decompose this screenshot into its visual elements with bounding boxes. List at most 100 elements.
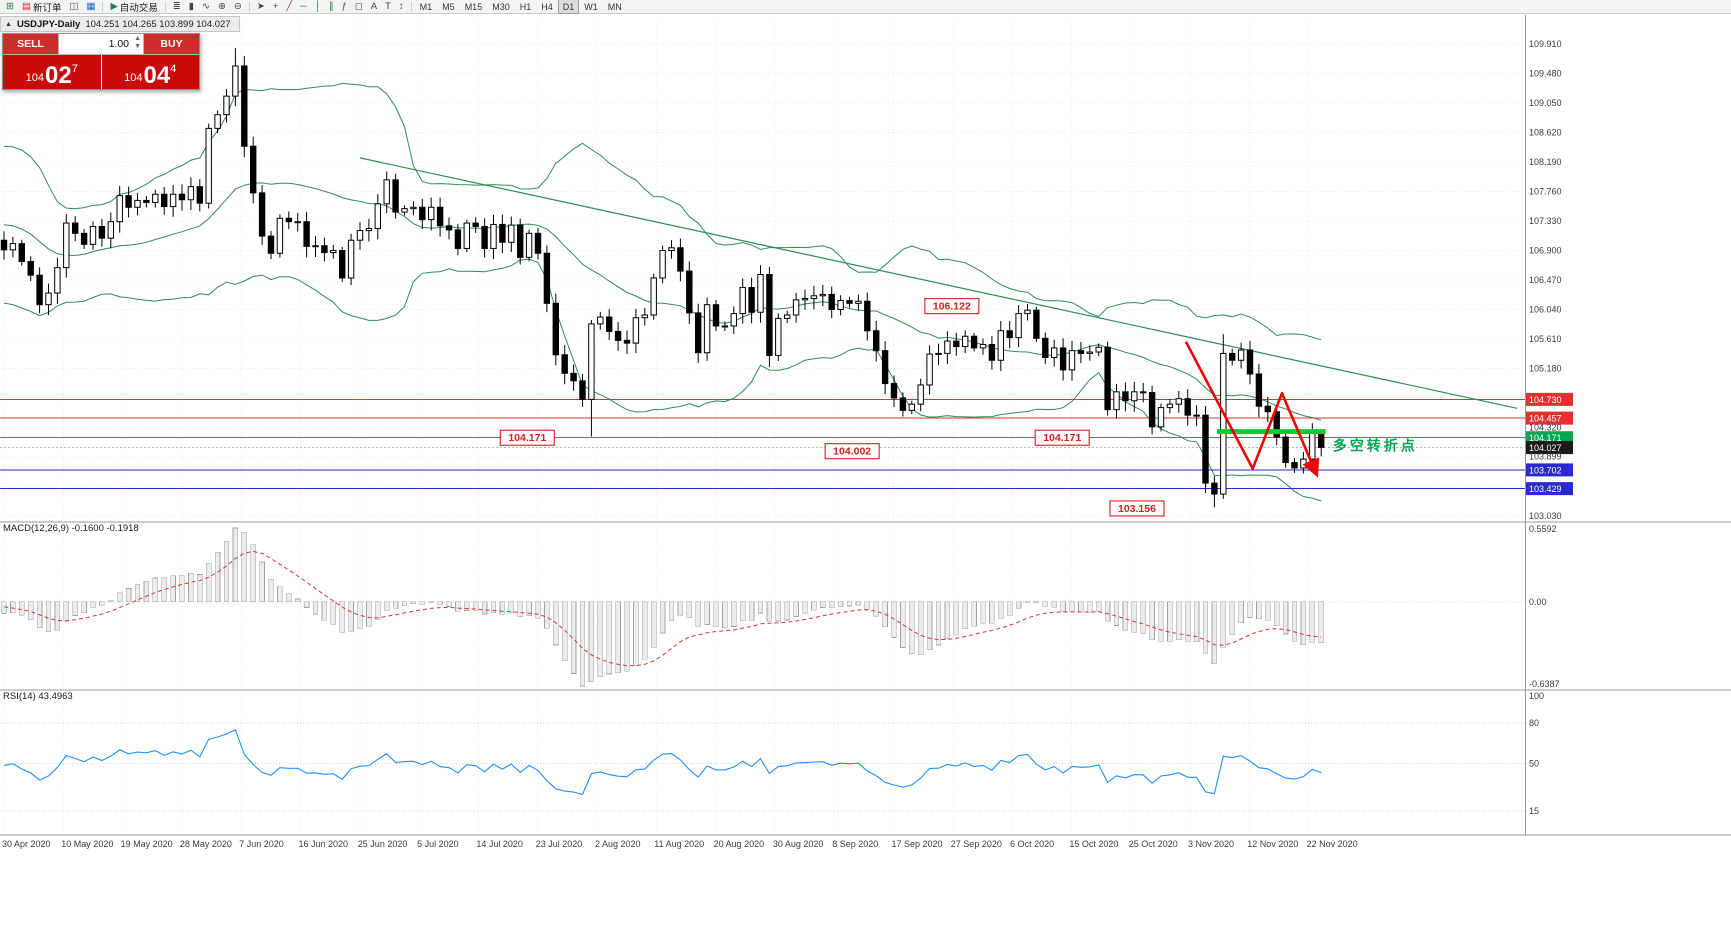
price-line-label-box bbox=[1526, 392, 1573, 406]
macd-scale-min: -0.6387 bbox=[1529, 679, 1560, 689]
date-axis-label: 28 May 2020 bbox=[180, 839, 232, 849]
volume-up-icon[interactable]: ▲ bbox=[134, 35, 141, 42]
timeframe-h1[interactable]: H1 bbox=[519, 1, 532, 12]
chart-canvas[interactable]: 0.5592 0.00 -0.6387 100 80 50 15 109.910 109.480… bbox=[0, 15, 1731, 944]
price-annotation-box[interactable] bbox=[824, 443, 880, 460]
new-order-glyph: ▤ bbox=[21, 0, 31, 12]
bollinger-bands bbox=[3, 82, 1322, 502]
volume-stepper[interactable]: 1.00 ▲ ▼ bbox=[58, 34, 144, 54]
volume-down-icon[interactable]: ▼ bbox=[134, 43, 141, 50]
grid bbox=[0, 18, 1525, 835]
rsi-scale-label: 80 bbox=[1529, 718, 1539, 728]
ask-price-tile[interactable]: 104 04 4 bbox=[100, 55, 199, 89]
price-line-label-box bbox=[1526, 482, 1573, 496]
chart-windows-icon-glyph: ◫ bbox=[69, 0, 79, 12]
timeframe-m5[interactable]: M5 bbox=[442, 1, 455, 12]
price-annotation-text: 103.156 bbox=[1118, 503, 1156, 515]
support-zone-bar[interactable] bbox=[1217, 429, 1326, 435]
date-axis-label: 27 Sep 2020 bbox=[951, 839, 1002, 849]
trade-controls-row: SELL 1.00 ▲ ▼ BUY bbox=[3, 34, 199, 55]
arrows-icon-glyph: ↕ bbox=[398, 0, 404, 12]
macd-scale-max: 0.5592 bbox=[1529, 524, 1557, 534]
crosshair-icon[interactable]: + bbox=[269, 0, 283, 14]
zoom-in-icon[interactable]: ⊕ bbox=[214, 0, 230, 14]
crosshair-icon-glyph: + bbox=[272, 0, 279, 12]
volume-spinner-arrows[interactable]: ▲ ▼ bbox=[134, 35, 141, 51]
descending-trendline[interactable] bbox=[359, 157, 1518, 409]
price-annotation-box[interactable] bbox=[499, 429, 555, 446]
timeframe-m15[interactable]: M15 bbox=[464, 1, 483, 12]
chart-windows-icon[interactable]: ◫ bbox=[65, 0, 82, 14]
rsi-value: 43.4963 bbox=[38, 691, 73, 702]
timeframe-m30[interactable]: M30 bbox=[492, 1, 510, 12]
price-annotation-box[interactable] bbox=[924, 297, 980, 315]
shapes-icon[interactable]: ◻ bbox=[351, 0, 367, 14]
chart-tab[interactable]: ▲ USDJPY-Daily 104.251 104.265 103.899 1… bbox=[0, 16, 240, 32]
chart-symbol-period: USDJPY-Daily bbox=[16, 18, 81, 30]
date-axis-label: 10 May 2020 bbox=[61, 839, 113, 849]
rsi-indicator-label: RSI(14) 43.4963 bbox=[3, 691, 73, 702]
text-icon[interactable]: A bbox=[367, 0, 381, 14]
price-line-label-box bbox=[1526, 441, 1573, 455]
new-order-button[interactable]: ▤ 新订单 bbox=[18, 0, 66, 14]
bar-chart-icon[interactable]: ≣ bbox=[169, 0, 185, 14]
turning-point-note[interactable]: 多空转折点 bbox=[1333, 438, 1418, 454]
trendline-icon[interactable]: ╱ bbox=[282, 0, 296, 14]
cursor-icon[interactable]: ➤ bbox=[253, 0, 269, 14]
timeframe-h4[interactable]: H4 bbox=[541, 1, 553, 12]
vertical-line-icon[interactable]: │ bbox=[311, 0, 325, 14]
date-axis-label: 30 Apr 2020 bbox=[2, 839, 51, 849]
buy-button[interactable]: BUY bbox=[144, 34, 199, 54]
market-watch-icon[interactable]: ▦ bbox=[82, 0, 99, 14]
candle-chart-icon[interactable]: ▮ bbox=[185, 0, 198, 14]
price-axis-label: 106.470 bbox=[1529, 275, 1562, 285]
price-axis-label: 106.900 bbox=[1529, 246, 1562, 256]
price-axis-label: 107.330 bbox=[1529, 216, 1562, 226]
rsi-scale-label: 50 bbox=[1529, 759, 1539, 769]
channel-icon[interactable]: ∥ bbox=[325, 0, 338, 14]
date-axis-label: 25 Oct 2020 bbox=[1129, 839, 1178, 849]
arrows-icon[interactable]: ↕ bbox=[395, 0, 408, 14]
macd-name: MACD(12,26,9) bbox=[3, 523, 69, 534]
timeframe-m1[interactable]: M1 bbox=[419, 1, 433, 12]
horizontal-line-icon[interactable]: ─ bbox=[296, 0, 311, 14]
cursor-icon-glyph: ➤ bbox=[256, 0, 265, 12]
line-chart-icon[interactable]: ∿ bbox=[198, 0, 214, 14]
date-axis-label: 20 Aug 2020 bbox=[714, 839, 765, 849]
price-axis-label: 106.040 bbox=[1529, 305, 1562, 315]
date-axis-label: 14 Jul 2020 bbox=[476, 839, 523, 849]
text-label-icon[interactable]: T bbox=[381, 0, 395, 14]
toolbar-separator bbox=[164, 1, 166, 12]
chart-ohlc-values: 104.251 104.265 103.899 104.027 bbox=[85, 18, 231, 30]
timeframe-d1[interactable]: D1 bbox=[557, 0, 580, 14]
rsi-scale-label: 15 bbox=[1529, 806, 1539, 816]
trendline-icon-glyph: ╱ bbox=[286, 0, 293, 12]
timeframe-w1[interactable]: W1 bbox=[584, 1, 598, 12]
bid-big-digits: 02 bbox=[45, 62, 72, 89]
new-chart-icon[interactable]: ⊞ bbox=[2, 0, 18, 14]
timeframe-mn[interactable]: MN bbox=[607, 1, 622, 12]
market-watch-icon-glyph: ▦ bbox=[86, 0, 96, 12]
date-axis-label: 23 Jul 2020 bbox=[536, 839, 583, 849]
new-chart-icon-glyph: ⊞ bbox=[6, 0, 14, 12]
price-annotation-box[interactable] bbox=[1109, 500, 1165, 517]
candle-chart-icon-glyph: ▮ bbox=[188, 0, 194, 12]
date-axis-label: 7 Jun 2020 bbox=[239, 839, 284, 849]
macd-indicator-label: MACD(12,26,9) -0.1600 -0.1918 bbox=[3, 523, 139, 534]
price-axis-label: 105.610 bbox=[1529, 334, 1562, 344]
trend-forecast-zigzag[interactable] bbox=[1184, 341, 1320, 478]
main-toolbar: ⊞ ▤ 新订单 ◫ ▦ ▶ 自动交易 ≣ ▮ ∿ ⊕ ⊖ ➤ + ╱ ─ │ ∥ ƒ ◻ A T ↕ M1 M5 M15 M30 H1… bbox=[0, 0, 1731, 14]
price-axis-label: 108.620 bbox=[1529, 128, 1562, 138]
price-annotation-box[interactable] bbox=[1034, 429, 1090, 446]
bid-price-tile[interactable]: 104 02 7 bbox=[3, 55, 101, 89]
sell-button[interactable]: SELL bbox=[3, 34, 58, 54]
fibonacci-icon[interactable]: ƒ bbox=[338, 0, 351, 14]
macd-histogram bbox=[1, 527, 1324, 687]
toolbar-separator bbox=[410, 1, 412, 12]
zoom-out-icon[interactable]: ⊖ bbox=[230, 0, 246, 14]
ask-prefix: 104 bbox=[124, 72, 143, 84]
date-axis-label: 12 Nov 2020 bbox=[1247, 839, 1298, 849]
auto-trading-button[interactable]: ▶ 自动交易 bbox=[106, 0, 161, 14]
date-axis-label: 16 Jun 2020 bbox=[299, 839, 349, 849]
bar-chart-icon-glyph: ≣ bbox=[172, 0, 181, 12]
